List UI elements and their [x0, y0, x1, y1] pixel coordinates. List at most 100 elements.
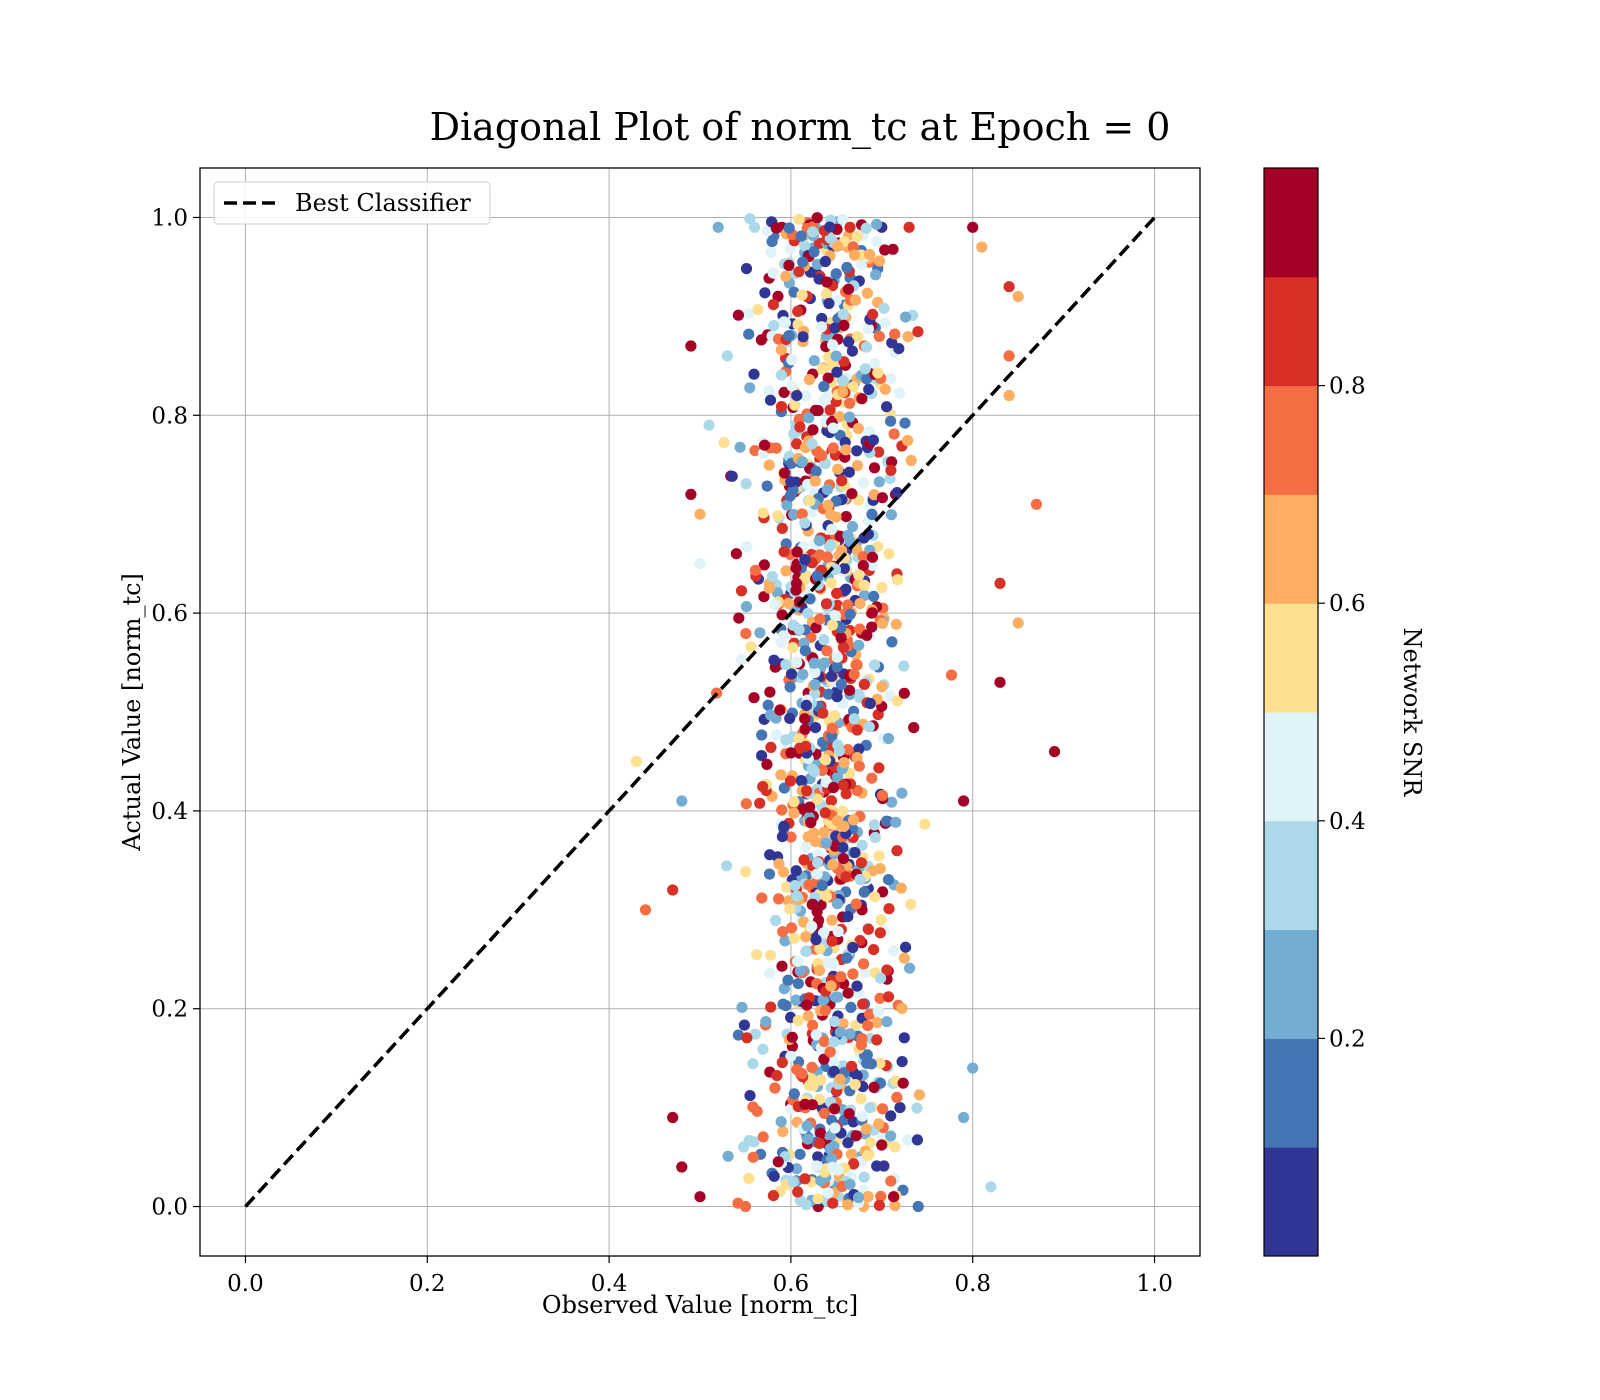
scatter-point: [857, 560, 869, 572]
scatter-point: [685, 488, 697, 500]
scatter-point: [763, 459, 775, 471]
scatter-point: [853, 760, 865, 772]
scatter-point: [886, 636, 898, 648]
scatter-point: [749, 445, 761, 457]
scatter-point: [847, 381, 859, 393]
scatter-point: [740, 798, 752, 810]
scatter-point: [831, 587, 843, 600]
scatter-point: [889, 1199, 901, 1212]
scatter-point: [799, 1173, 811, 1185]
scatter-point: [801, 785, 813, 797]
scatter-point: [741, 541, 753, 553]
scatter-point: [871, 1016, 883, 1029]
colorbar-segment: [1264, 929, 1318, 1039]
scatter-point: [872, 1006, 885, 1018]
scatter-point: [876, 790, 889, 802]
scatter-point: [807, 1019, 819, 1031]
scatter-point: [851, 231, 863, 243]
scatter-point: [790, 994, 802, 1006]
scatter-point: [721, 350, 733, 362]
scatter-point: [787, 1176, 799, 1188]
scatter-point: [806, 898, 818, 911]
scatter-point: [760, 1016, 772, 1028]
scatter-point: [775, 769, 787, 781]
scatter-point: [821, 551, 834, 563]
scatter-point: [812, 857, 824, 869]
scatter-point: [847, 968, 859, 980]
scatter-point: [958, 795, 970, 807]
scatter-point: [819, 1166, 831, 1178]
scatter-point: [851, 980, 863, 992]
scatter-point: [883, 903, 895, 915]
scatter-point: [864, 1137, 876, 1149]
scatter-point: [862, 1191, 874, 1203]
scatter-point: [873, 762, 885, 774]
scatter-point: [740, 866, 752, 878]
scatter-point: [842, 599, 854, 611]
scatter-point: [754, 627, 766, 639]
scatter-point: [834, 1073, 846, 1085]
scatter-point: [859, 363, 871, 375]
scatter-point: [780, 734, 792, 746]
scatter-point: [891, 845, 903, 857]
scatter-point: [756, 892, 768, 904]
scatter-point: [826, 523, 838, 535]
scatter-point: [874, 255, 886, 267]
scatter-point: [790, 584, 802, 596]
scatter-point: [768, 654, 780, 666]
scatter-point: [781, 499, 793, 511]
scatter-point: [967, 221, 979, 233]
scatter-point: [827, 1161, 839, 1173]
scatter-point: [875, 972, 887, 984]
scatter-point: [824, 404, 836, 416]
x-axis: 0.0 0.2 0.4 0.6 0.8 1.0: [227, 1256, 1173, 1297]
scatter-point: [869, 358, 881, 370]
scatter-point: [866, 772, 878, 784]
scatter-point: [772, 290, 784, 302]
scatter-point: [768, 320, 780, 332]
scatter-point: [877, 886, 889, 898]
scatter-point: [827, 1197, 839, 1209]
scatter-point: [892, 574, 904, 586]
scatter-point: [885, 509, 898, 521]
scatter-point: [818, 1107, 831, 1119]
scatter-point: [816, 880, 828, 892]
scatter-point: [822, 688, 835, 700]
scatter-point: [809, 667, 821, 679]
scatter-point: [791, 1064, 803, 1076]
scatter-point: [802, 607, 814, 620]
scatter-point: [791, 438, 803, 450]
scatter-point: [802, 831, 814, 843]
scatter-point: [866, 621, 878, 633]
scatter-point: [891, 487, 903, 499]
scatter-point: [840, 788, 852, 800]
scatter-point: [799, 645, 811, 657]
scatter-point: [827, 422, 839, 434]
scatter-point: [821, 276, 833, 288]
scatter-point: [879, 383, 891, 395]
scatter-point: [843, 684, 856, 696]
scatter-point: [857, 476, 870, 489]
scatter-point: [850, 898, 862, 910]
colorbar-tick-label: 0.2: [1329, 1026, 1366, 1052]
scatter-point: [886, 456, 898, 468]
scatter-point: [817, 707, 829, 719]
scatter-point: [821, 484, 834, 496]
scatter-point: [818, 927, 830, 939]
x-tick-label: 0.2: [409, 1271, 446, 1297]
scatter-point: [752, 304, 764, 316]
scatter-point: [850, 1019, 862, 1031]
scatter-point: [846, 488, 858, 500]
scatter-point: [876, 1139, 888, 1151]
scatter-point: [745, 641, 757, 653]
scatter-point: [749, 1028, 761, 1040]
scatter-point: [845, 1001, 857, 1014]
scatter-point: [895, 882, 907, 894]
legend-box: [213, 181, 491, 225]
scatter-point: [741, 1032, 753, 1044]
scatter-point: [843, 336, 855, 348]
scatter-point: [876, 681, 888, 693]
scatter-point: [800, 390, 812, 402]
scatter-point: [874, 992, 886, 1004]
scatter-point: [767, 1190, 780, 1202]
